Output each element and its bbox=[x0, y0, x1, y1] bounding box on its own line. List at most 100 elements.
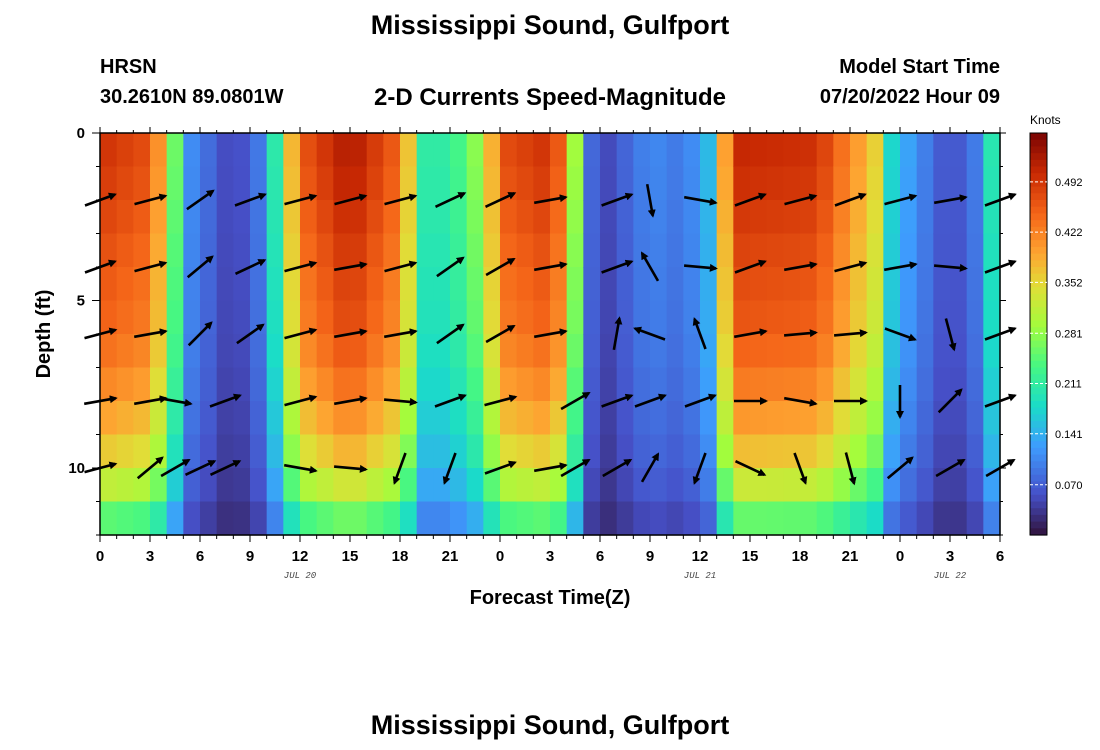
heat-cell bbox=[266, 267, 284, 302]
heat-cell bbox=[200, 468, 218, 503]
heat-cell bbox=[766, 401, 784, 436]
colorbar-segment bbox=[1030, 267, 1047, 275]
heat-cell bbox=[600, 200, 618, 235]
heat-cell bbox=[150, 434, 168, 469]
heat-cell bbox=[383, 200, 401, 235]
heat-cell bbox=[683, 166, 701, 201]
heat-cell bbox=[983, 166, 1001, 201]
heat-cell bbox=[350, 367, 368, 402]
heat-cell bbox=[850, 267, 868, 302]
heat-cell bbox=[650, 401, 668, 436]
current-arrow bbox=[160, 458, 191, 478]
heat-cell bbox=[883, 300, 901, 335]
heat-cell bbox=[600, 401, 618, 436]
colorbar-segment bbox=[1030, 213, 1047, 221]
heat-cell bbox=[600, 367, 618, 402]
heat-cell bbox=[566, 434, 584, 469]
current-arrow bbox=[560, 391, 591, 411]
heat-cell bbox=[833, 401, 851, 436]
heat-cell bbox=[733, 300, 751, 335]
heat-cell bbox=[150, 501, 168, 536]
heat-cell bbox=[600, 501, 618, 536]
heat-cell bbox=[450, 367, 468, 402]
heat-cell bbox=[450, 468, 468, 503]
heat-cell bbox=[133, 434, 151, 469]
colorbar-segment bbox=[1030, 494, 1047, 503]
colorbar-segment bbox=[1030, 200, 1047, 208]
colorbar-segment bbox=[1030, 427, 1047, 436]
heat-cell bbox=[250, 166, 268, 201]
heat-cell bbox=[900, 401, 918, 436]
current-arrow bbox=[434, 192, 467, 208]
x-tick-label: 18 bbox=[392, 548, 409, 565]
heat-cell bbox=[116, 166, 134, 201]
heat-cell bbox=[233, 200, 251, 235]
heat-cell bbox=[766, 300, 784, 335]
heat-cell bbox=[733, 401, 751, 436]
colorbar-segment bbox=[1030, 280, 1047, 288]
heat-cell bbox=[683, 401, 701, 436]
heat-cell bbox=[233, 367, 251, 402]
heat-cell bbox=[533, 267, 551, 302]
heat-cell bbox=[350, 468, 368, 503]
colorbar-segment bbox=[1030, 421, 1047, 429]
current-arrow bbox=[733, 328, 768, 339]
heat-cell bbox=[400, 233, 418, 268]
heat-cell bbox=[466, 233, 484, 268]
heat-cell bbox=[550, 133, 568, 168]
heat-cell bbox=[316, 501, 334, 536]
heat-cell bbox=[366, 166, 384, 201]
colorbar-segment bbox=[1030, 313, 1047, 322]
heat-cell bbox=[783, 367, 801, 402]
heat-cell bbox=[433, 200, 451, 235]
heat-cell bbox=[200, 334, 218, 369]
heat-cell bbox=[183, 300, 201, 335]
heat-cell bbox=[416, 200, 434, 235]
current-arrow bbox=[184, 460, 217, 476]
heat-cell bbox=[716, 166, 734, 201]
colorbar-segment bbox=[1030, 233, 1047, 241]
heat-cell bbox=[366, 401, 384, 436]
heat-cell bbox=[183, 367, 201, 402]
chart-title: Mississippi Sound, Gulfport bbox=[370, 10, 730, 40]
colorbar-segment bbox=[1030, 179, 1047, 188]
heat-cell bbox=[383, 267, 401, 302]
heat-cell bbox=[550, 501, 568, 536]
heat-cell bbox=[233, 501, 251, 536]
heat-cell bbox=[766, 133, 784, 168]
heat-cell bbox=[183, 166, 201, 201]
heat-cell bbox=[766, 468, 784, 503]
heat-cell bbox=[950, 468, 968, 503]
heat-cell bbox=[716, 434, 734, 469]
current-arrow bbox=[383, 328, 418, 339]
heat-cell bbox=[716, 200, 734, 235]
colorbar: 0.492 0.422 0.352 0.281 0.211 0.141 0.070 bbox=[1029, 132, 1083, 536]
heat-cell bbox=[200, 501, 218, 536]
current-arrow bbox=[844, 452, 857, 486]
current-arrow bbox=[383, 397, 418, 406]
heat-cell bbox=[433, 166, 451, 201]
heat-cell bbox=[166, 468, 184, 503]
heat-cell bbox=[483, 166, 501, 201]
heat-cell bbox=[916, 200, 934, 235]
heat-cell bbox=[900, 300, 918, 335]
heat-cell bbox=[950, 300, 968, 335]
heat-cell bbox=[550, 200, 568, 235]
y-axis: 0 5 10 bbox=[68, 125, 1006, 536]
heat-cell bbox=[616, 300, 634, 335]
heat-cell bbox=[300, 367, 318, 402]
heat-cell bbox=[666, 200, 684, 235]
current-arrow bbox=[134, 260, 168, 273]
heat-cell bbox=[316, 200, 334, 235]
heat-cell bbox=[750, 166, 768, 201]
heat-cell bbox=[350, 334, 368, 369]
heat-cell bbox=[583, 367, 601, 402]
heat-cell bbox=[833, 300, 851, 335]
heat-cell bbox=[316, 334, 334, 369]
current-arrow bbox=[484, 192, 517, 208]
heat-cell bbox=[133, 367, 151, 402]
colorbar-segment bbox=[1030, 327, 1047, 335]
x-tick-label: 12 bbox=[692, 548, 709, 565]
heat-cell bbox=[966, 401, 984, 436]
current-arrow bbox=[784, 193, 818, 206]
